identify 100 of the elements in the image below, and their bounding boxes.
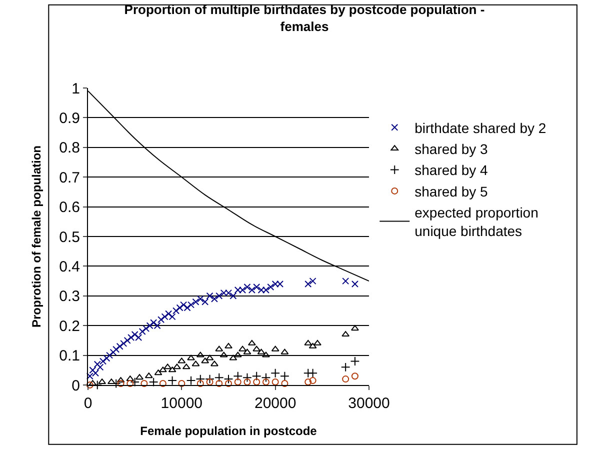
point <box>124 336 131 344</box>
point <box>154 370 162 376</box>
point <box>178 358 186 364</box>
legend-label: shared by 4 <box>414 162 488 178</box>
legend-label: shared by 5 <box>414 183 488 200</box>
point <box>186 376 196 386</box>
y-tick-label: 0.7 <box>59 169 80 186</box>
point <box>164 364 172 370</box>
point <box>103 354 110 362</box>
point <box>206 378 214 386</box>
point <box>340 362 350 372</box>
legend-label: birthdate shared by 2 <box>414 120 546 136</box>
point <box>238 346 247 352</box>
point <box>112 346 120 353</box>
y-tick-label: 0.2 <box>59 318 80 335</box>
point <box>86 382 94 388</box>
point <box>187 354 195 360</box>
point <box>342 278 350 285</box>
legend-label: shared by 3 <box>414 141 488 158</box>
point <box>281 380 288 388</box>
point <box>126 376 134 382</box>
point <box>350 325 359 331</box>
point <box>252 371 262 381</box>
x-tick-label: 0 <box>84 395 92 412</box>
point <box>96 364 104 371</box>
point <box>173 364 181 370</box>
point <box>242 372 252 382</box>
point <box>225 380 232 388</box>
point <box>244 283 251 290</box>
point <box>271 346 280 352</box>
point <box>148 377 158 387</box>
point <box>351 372 358 380</box>
point <box>150 319 158 326</box>
point <box>196 295 204 302</box>
point <box>216 380 223 388</box>
point <box>210 295 218 302</box>
point <box>192 360 200 366</box>
point <box>107 378 116 384</box>
point <box>304 280 312 288</box>
point <box>196 374 206 384</box>
point <box>270 368 280 378</box>
point <box>308 368 318 378</box>
point <box>168 376 177 386</box>
y-tick-label: 0.4 <box>59 258 80 276</box>
point <box>248 286 256 294</box>
point <box>126 380 134 388</box>
point <box>342 376 350 383</box>
point <box>261 372 271 382</box>
point <box>106 352 114 359</box>
point <box>280 371 290 381</box>
point <box>309 278 316 285</box>
y-axis-title: Proprotion of female population <box>29 146 44 328</box>
x-tick-label: 10000 <box>160 395 203 412</box>
y-tick-label: 0 <box>72 377 80 394</box>
point <box>234 352 242 358</box>
point <box>224 342 232 348</box>
point <box>116 377 125 383</box>
point <box>257 348 266 354</box>
point <box>131 331 138 338</box>
point <box>230 292 237 300</box>
point <box>216 292 223 300</box>
point <box>206 354 214 360</box>
point <box>342 331 350 337</box>
point <box>304 340 312 346</box>
y-tick-label: 0.6 <box>59 199 80 216</box>
point <box>182 364 190 370</box>
y-tick-label: 0.8 <box>59 140 80 157</box>
point <box>192 298 200 306</box>
chart-title: Proportion of multiple birthdates by postcode population - females <box>124 2 485 34</box>
point <box>158 366 167 372</box>
point <box>144 372 153 378</box>
point <box>140 380 148 388</box>
point <box>214 372 224 382</box>
point <box>309 377 316 384</box>
point <box>351 280 358 288</box>
point <box>120 340 128 347</box>
point <box>233 371 243 381</box>
point <box>88 380 97 386</box>
point <box>165 310 172 318</box>
point <box>168 366 176 372</box>
point <box>210 360 218 366</box>
y-tick-label: 1 <box>72 80 80 98</box>
point <box>234 378 242 386</box>
x-tick-label: 30000 <box>348 395 390 412</box>
y-tick-label: 0.1 <box>59 348 80 365</box>
point <box>130 377 140 387</box>
point <box>178 380 186 388</box>
point <box>159 380 166 388</box>
point <box>206 292 214 300</box>
point <box>350 356 360 366</box>
point <box>314 340 322 346</box>
point <box>244 378 251 386</box>
point <box>224 374 234 384</box>
point <box>116 342 124 350</box>
point <box>280 348 289 354</box>
point <box>253 378 260 386</box>
point <box>253 283 260 290</box>
point <box>220 352 228 358</box>
point <box>215 346 224 352</box>
legend-label: expected proportion unique birthdates <box>414 204 538 239</box>
